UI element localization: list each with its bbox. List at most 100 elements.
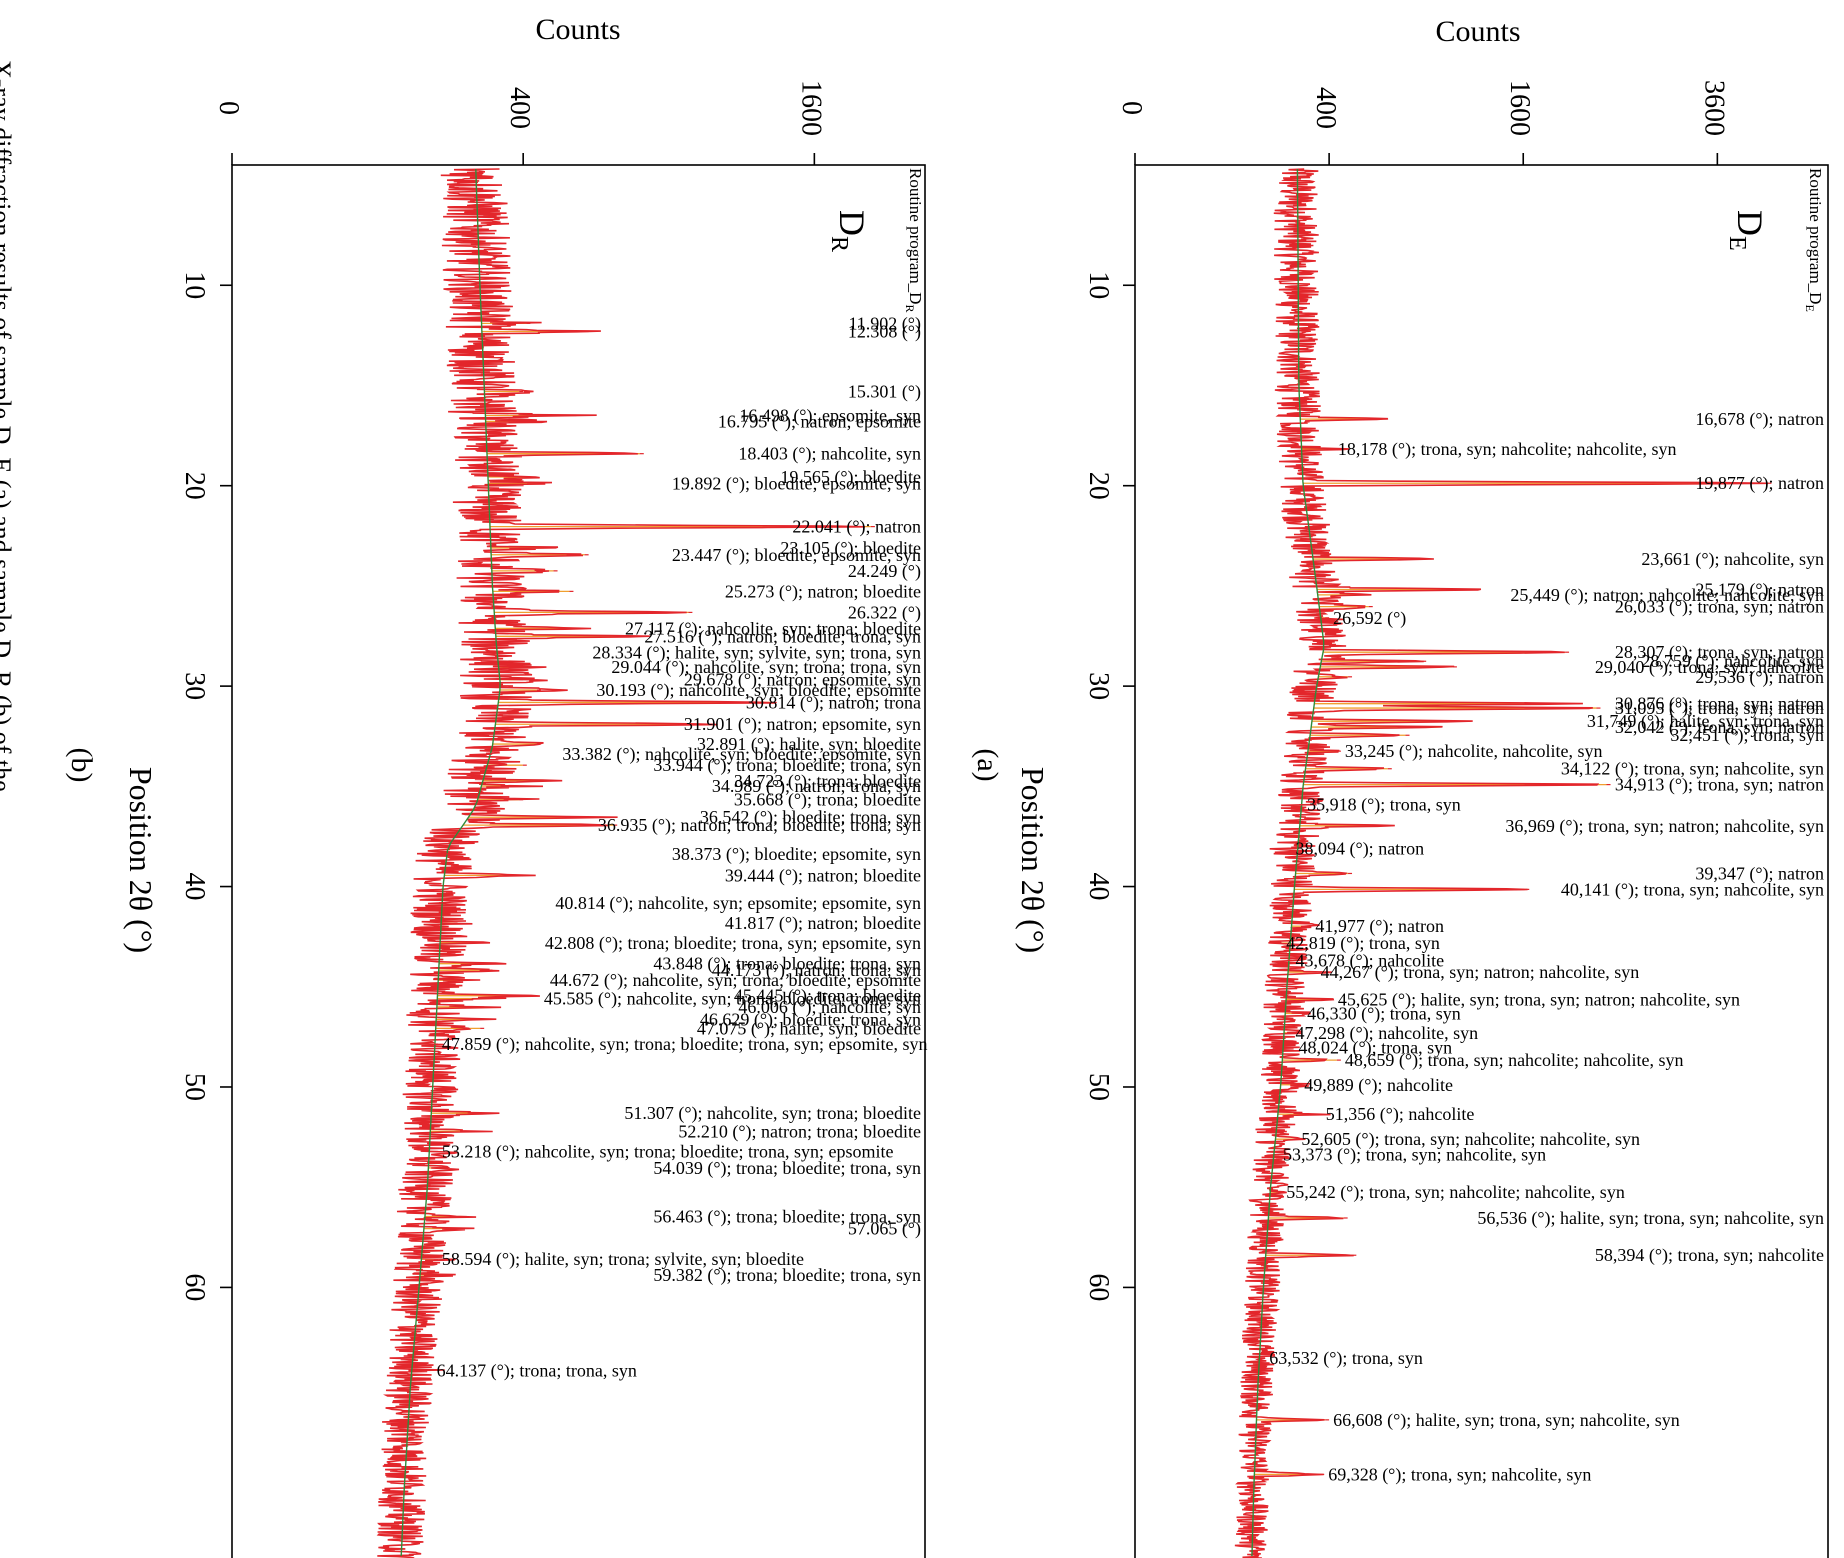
peak-label: 66,608 (°); halite, syn; trona, syn; nah… [1333,1410,1680,1431]
peak-label: 32,042 (°); trona, syn; natron [1615,717,1824,738]
xrd-panel-b: 0 400 1600 10 20 30 40 50 60 Counts Position 2θ (°… [65,13,928,1558]
peak-label: 16.498 (°); epsomite, syn [739,405,921,426]
peak-label: 49,889 (°); nahcolite [1304,1075,1453,1096]
peak-label: 45.445 (°); trona; bloedite [734,986,921,1007]
peak-label: 18.403 (°); nahcolite, syn [738,444,921,465]
peak-label: 54.039 (°); trona; bloedite; trona, syn [653,1158,921,1179]
program-subscript: E [1803,304,1817,311]
peak-label: 31.901 (°); natron; epsomite, syn [684,714,921,735]
peak-label: 26,592 (°) [1333,608,1406,629]
peak-label: 44.672 (°); nahcolite, syn; trona; bloed… [550,970,921,991]
counts-tick-label: 1600 [795,80,826,136]
peak-label: 48,024 (°); trona, syn [1298,1037,1452,1058]
measured-pattern-line [376,168,866,1558]
peak-label: 52.210 (°); natron; trona; bloedite [678,1121,921,1142]
peak-label: 34,913 (°); trona, syn; natron [1615,775,1824,796]
panel-label: (a) [971,748,1004,781]
peak-label: 11.902 (°) [848,313,921,334]
counts-tick-label: 400 [1310,87,1341,129]
position-tick-label: 10 [179,271,210,299]
counts-axis-label: Counts [535,13,620,46]
peak-label: 47.075 (°); halite, syn; bloedite [697,1018,921,1039]
peak-label: 16,678 (°); natron [1695,409,1824,430]
peak-label: 47.859 (°); nahcolite, syn; trona; bloed… [442,1034,928,1055]
peak-label: 34.989 (°); natron; trona, syn [712,776,921,797]
peak-label: 40.814 (°); nahcolite, syn; epsomite; ep… [555,893,921,914]
peak-label: 40,141 (°); trona, syn; nahcolite, syn [1561,879,1824,900]
peak-label: 27.516 (°); natron; bloedite; trona, syn [644,626,921,647]
peak-label: 53.218 (°); nahcolite, syn; trona; bloed… [442,1141,894,1162]
peak-label: 46.006 (°); nahcolite, syn [738,997,921,1018]
peak-label: 47,298 (°); nahcolite, syn [1296,1023,1479,1044]
peak-label: 30,876 (°); trona, syn; natron [1615,694,1824,715]
position-tick-label: 10 [1083,271,1114,299]
peak-label: 51.307 (°); nahcolite, syn; trona; bloed… [624,1103,921,1124]
peak-label: 15.301 (°) [848,382,921,403]
peak-label: 48,659 (°); trona, syn; nahcolite; nahco… [1345,1050,1684,1071]
peak-label: 45,625 (°); halite, syn; trona, syn; nat… [1338,989,1740,1010]
panel-label: (b) [65,748,98,783]
peak-label: 56.463 (°); trona; bloedite; trona, syn [653,1207,921,1228]
peak-label: 19,877 (°); natron [1695,473,1824,494]
sample-name: D [1730,210,1770,236]
peak-label: 22.041 (°); natron [792,517,921,538]
peak-label: 59.382 (°); trona; bloedite; trona, syn [653,1265,921,1286]
peak-label: 42.808 (°); trona; bloedite; trona, syn;… [545,933,921,954]
peak-label: 43,678 (°); nahcolite [1296,950,1445,971]
peak-label: 55,242 (°); trona, syn; nahcolite; nahco… [1286,1182,1625,1203]
counts-tick-label: 0 [1116,101,1147,115]
peak-label: 35,918 (°); trona, syn [1307,795,1461,816]
peak-label: 35.668 (°); trona; bloedite [734,790,921,811]
position-tick-label: 30 [179,672,210,700]
peak-label: 36.935 (°); natron; trona; bloedite; tro… [598,815,921,836]
peak-label: 29.044 (°); nahcolite, syn; trona; trona… [611,657,921,678]
peak-label: 24.249 (°) [848,561,921,582]
peak-label: 51,356 (°); nahcolite [1326,1104,1475,1125]
peak-label: 23,661 (°); nahcolite, syn [1641,549,1824,570]
position-tick-label: 20 [1083,472,1114,500]
position-tick-label: 20 [179,472,210,500]
peak-label: 26,033 (°); trona, syn; natron [1615,597,1824,618]
peak-label: 46,330 (°); trona, syn [1307,1003,1461,1024]
peak-label: 26.322 (°) [848,602,921,623]
peak-label: 32,451 (°); trona, syn [1670,725,1824,746]
program-name: Routine program_D [1806,168,1825,304]
peak-label: 57.065 (°) [848,1219,921,1240]
sample-subscript: R [826,236,852,252]
position-tick-label: 60 [1083,1273,1114,1301]
peak-label: 34,122 (°); trona, syn; nahcolite, syn [1561,759,1824,780]
peak-label: 25.273 (°); natron; bloedite [725,581,921,602]
peak-label: 25,179 (°); natron [1695,579,1824,600]
peak-label: 52,605 (°); trona, syn; nahcolite; nahco… [1301,1129,1640,1150]
peak-label: 32.891 (°); halite, syn; bloedite [697,734,921,755]
peak-label: 23.105 (°); bloedite [780,538,921,559]
position-axis-label: Position 2θ (°) [123,767,159,953]
position-tick-label: 60 [179,1273,210,1301]
counts-tick-label: 400 [504,87,535,129]
position-axis-label: Position 2θ (°) [1015,767,1051,953]
position-tick-label: 30 [1083,672,1114,700]
peak-label: 29,040 (°); trona, syn; nahcolite [1595,657,1824,678]
peak-label: 18,178 (°); trona, syn; nahcolite; nahco… [1338,439,1677,460]
program-label: Routine program_DE [1803,168,1825,312]
background-curve [1251,168,1325,1557]
peak-label: 58,394 (°); trona, syn; nahcolite [1595,1245,1824,1266]
peak-label: 69,328 (°); trona, syn; nahcolite, syn [1328,1464,1591,1485]
peak-label: 53,373 (°); trona, syn; nahcolite, syn [1283,1145,1546,1166]
peak-label: 19.565 (°); bloedite [780,467,921,488]
program-subscript: R [903,304,917,312]
peak-label: 64.137 (°); trona; trona, syn [437,1360,637,1381]
peak-label: 30.193 (°); nahcolite, syn; bloedite; ep… [596,680,921,701]
program-name: Routine program_D [906,168,925,304]
peak-label: 33.944 (°); trona; bloedite; trona, syn [653,755,921,776]
peak-label: 44.173 (°); natron; trona, syn [712,960,921,981]
plot-frame [231,164,926,1558]
sample-title: DE [1724,210,1770,251]
background-curve [400,168,501,1557]
peak-label: 29,536 (°); natron [1695,667,1824,688]
peak-label: 36.542 (°); bloedite; trona, syn [700,807,921,828]
sample-subscript: E [1724,236,1750,251]
position-tick-label: 50 [1083,1073,1114,1101]
peak-label: 41.817 (°); natron; bloedite [725,913,921,934]
peak-label: 16.795 (°); natron; epsomite [718,411,921,432]
